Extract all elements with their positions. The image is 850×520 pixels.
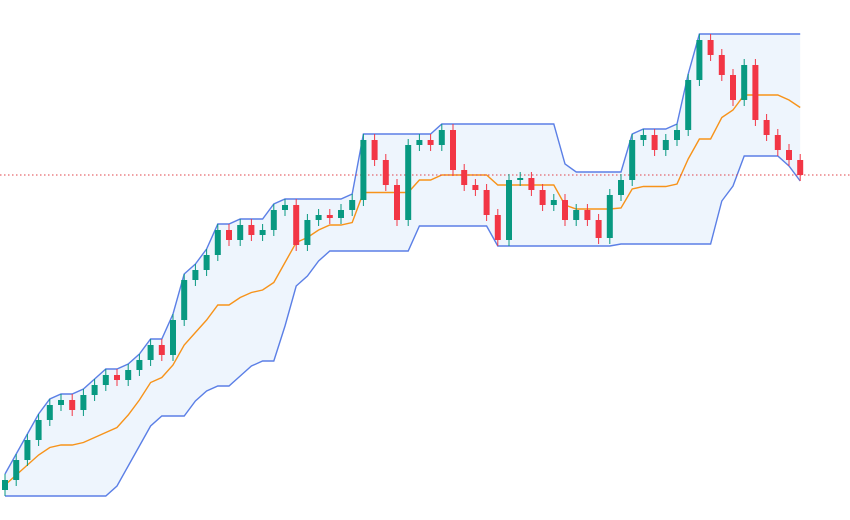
candle-body: [237, 225, 244, 240]
candle-body: [427, 140, 434, 145]
candle-body: [405, 145, 412, 220]
candle-body: [349, 200, 356, 210]
candle-body: [282, 205, 288, 210]
candle-body: [562, 200, 568, 220]
candle-body: [674, 130, 680, 140]
candle-body: [371, 140, 378, 160]
candle-body: [80, 395, 87, 410]
candle-body: [158, 345, 165, 355]
candle-body: [696, 40, 703, 80]
candle-body: [170, 320, 176, 355]
candle-body: [203, 255, 210, 270]
candle-body: [46, 405, 53, 420]
channel-upper: [4, 33, 801, 475]
candle-body: [102, 375, 109, 385]
candle-body: [707, 40, 714, 55]
candle-body: [394, 185, 400, 220]
candle-body: [685, 80, 692, 130]
candle-body: [797, 160, 804, 175]
candle-body: [774, 135, 781, 150]
candle-body: [763, 120, 770, 135]
candle-body: [58, 400, 64, 405]
candle-body: [584, 210, 591, 220]
candle-body: [618, 180, 624, 195]
candle-body: [550, 200, 557, 205]
candle-body: [539, 190, 546, 205]
candle-body: [640, 135, 647, 140]
candle-body: [506, 180, 512, 240]
candle-body: [662, 140, 669, 150]
candle-body: [24, 440, 31, 460]
candle-body: [450, 130, 456, 170]
channel-lower: [5, 155, 801, 497]
candle-body: [69, 400, 76, 410]
channel-middle: [4, 94, 801, 486]
candle-body: [752, 65, 759, 120]
candle-body: [472, 185, 479, 190]
candle-body: [13, 460, 20, 480]
candle-body: [483, 190, 490, 215]
candle-body: [125, 370, 132, 380]
candle-body: [315, 215, 322, 220]
candle-body: [214, 230, 221, 255]
candle-body: [114, 375, 120, 380]
candle-body: [517, 178, 524, 180]
candle-body: [226, 230, 232, 240]
candle-body: [304, 220, 311, 245]
candle-body: [606, 195, 613, 238]
candle-body: [259, 230, 266, 235]
candle-body: [326, 215, 333, 218]
candle-body: [741, 65, 748, 100]
candle-body: [293, 205, 300, 245]
candle-body: [718, 55, 725, 75]
candle-body: [147, 345, 154, 360]
candle-body: [573, 210, 580, 220]
candle-body: [91, 385, 98, 395]
channel-fill: [5, 34, 801, 496]
candle-body: [192, 270, 199, 280]
candle-body: [248, 225, 255, 235]
candle-body: [416, 140, 423, 145]
candle-body: [35, 420, 42, 440]
candle-body: [338, 210, 344, 218]
candle-body: [2, 480, 8, 490]
candle-body: [528, 178, 535, 190]
candle-body: [360, 140, 367, 200]
candle-body: [181, 280, 188, 320]
candle-body: [270, 210, 277, 230]
candle-body: [382, 160, 389, 185]
candle-body: [786, 150, 792, 160]
candle-body: [595, 220, 602, 238]
candle-body: [730, 75, 736, 100]
candle-body: [629, 140, 636, 180]
candle-body: [136, 360, 143, 370]
candle-body: [461, 170, 468, 185]
candle-body: [494, 215, 501, 240]
candle-body: [438, 130, 445, 145]
candle-body: [651, 135, 658, 150]
